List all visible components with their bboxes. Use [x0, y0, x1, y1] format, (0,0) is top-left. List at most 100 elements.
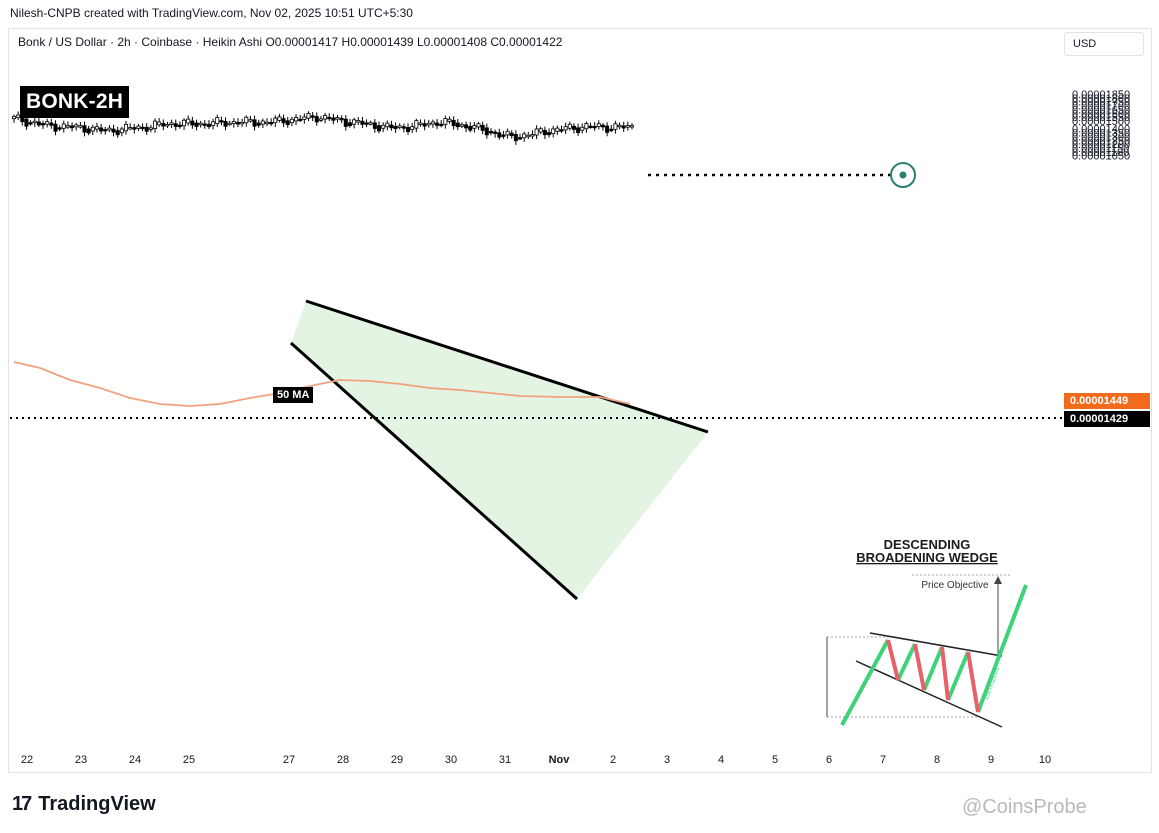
- price-axis-label: 0.00001400: [1072, 124, 1130, 136]
- time-axis-label: 9: [988, 754, 994, 766]
- currency-button[interactable]: USD: [1064, 32, 1144, 56]
- chart-badge: BONK-2H: [20, 86, 130, 118]
- candle-body: [356, 120, 361, 123]
- price-axis-label: 0.00001800: [1072, 93, 1130, 105]
- candle-body: [90, 126, 95, 132]
- candle-body: [78, 125, 83, 128]
- time-axis-label: 29: [391, 754, 403, 766]
- tradingview-mark-icon: 17: [12, 792, 32, 815]
- broadening-wedge-inset: DESCENDING BROADENING WEDGE Price Object…: [824, 527, 1056, 737]
- candle-body: [16, 114, 21, 118]
- candle-body: [331, 117, 336, 121]
- candle-body: [439, 123, 444, 127]
- candle-body: [107, 127, 112, 131]
- candle-body: [389, 124, 394, 129]
- candle-body: [281, 118, 286, 124]
- candle-body: [235, 122, 240, 125]
- candle-body: [252, 119, 257, 127]
- candle-body: [621, 125, 626, 129]
- inset-green-legs: [840, 639, 890, 726]
- inset-title-line2: BROADENING WEDGE: [856, 550, 998, 565]
- candle-body: [360, 120, 365, 125]
- candle-body: [505, 130, 510, 136]
- candle-body: [28, 122, 33, 125]
- wedge-upper-trendline: [305, 299, 709, 434]
- candle-body: [526, 134, 531, 138]
- heikin-ashi-candles: [11, 111, 635, 145]
- time-axis-label: 23: [75, 754, 87, 766]
- candle-body: [335, 117, 340, 120]
- last-price-tag: 0.00001429: [1064, 411, 1150, 427]
- candle-body: [206, 123, 211, 128]
- candle-body: [393, 125, 398, 130]
- candle-body: [265, 121, 270, 125]
- candle-body: [576, 127, 581, 133]
- candle-body: [240, 121, 245, 125]
- inset-zigzag-3: [946, 651, 970, 701]
- candle-body: [542, 129, 547, 136]
- candle-body: [173, 123, 178, 127]
- candle-body: [509, 132, 514, 137]
- tradingview-logo[interactable]: 17 TradingView: [12, 790, 156, 818]
- candle-body: [451, 119, 456, 127]
- price-axis-label: 0.00001650: [1072, 104, 1130, 116]
- candle-body: [215, 117, 220, 125]
- symbol-description: Bonk / US Dollar · 2h · Coinbase · Heiki…: [18, 35, 263, 49]
- candle-body: [227, 122, 232, 126]
- candle-body: [368, 122, 373, 125]
- candle-body: [410, 126, 415, 130]
- inset-red-leg-4: [966, 651, 980, 713]
- candle-body: [153, 120, 158, 129]
- inset-background: [824, 527, 1056, 737]
- candle-body: [426, 122, 431, 126]
- candle-body: [401, 126, 406, 129]
- candle-body: [306, 112, 311, 119]
- price-axis-label: 0.00001750: [1072, 97, 1130, 109]
- candle-body: [600, 124, 605, 128]
- candle-body: [123, 123, 128, 132]
- candle-body: [186, 118, 191, 124]
- candle-body: [625, 125, 630, 128]
- candle-body: [430, 121, 435, 125]
- candle-body: [289, 118, 294, 124]
- target-dot-icon: [899, 171, 907, 179]
- candle-body: [323, 115, 328, 120]
- price-axis-label: 0.00001500: [1072, 116, 1130, 128]
- candle-body: [128, 127, 133, 130]
- candle-body: [65, 125, 70, 128]
- candle-body: [555, 127, 560, 132]
- candle-body: [464, 124, 469, 129]
- inset-price-objective: Price Objective: [921, 580, 989, 591]
- wedge-lower-trendline: [289, 341, 579, 601]
- candle-body: [70, 125, 75, 129]
- candle-body: [352, 119, 357, 125]
- candle-body: [480, 124, 485, 131]
- candle-body: [518, 137, 523, 140]
- candle-body: [256, 122, 261, 126]
- candle-body: [273, 117, 278, 124]
- symbol-legend: Bonk / US Dollar · 2h · Coinbase · Heiki…: [18, 35, 562, 49]
- time-axis-label: 30: [445, 754, 457, 766]
- candle-body: [111, 128, 116, 133]
- candle-body: [119, 128, 124, 134]
- candle-body: [551, 128, 556, 135]
- price-axis-label: 0.00001100: [1072, 147, 1129, 159]
- candle-body: [244, 116, 249, 124]
- candle-body: [260, 120, 265, 125]
- candle-body: [339, 117, 344, 121]
- ohlc-high: H0.00001439: [341, 35, 414, 49]
- candle-body: [82, 125, 87, 133]
- candle-body: [182, 119, 187, 127]
- candle-body: [57, 127, 62, 130]
- candle-body: [596, 123, 601, 127]
- candle-body: [223, 120, 228, 127]
- candle-body: [567, 123, 572, 129]
- tradingview-wordmark: TradingView: [38, 792, 156, 815]
- candle-body: [49, 122, 54, 126]
- candle-body: [36, 121, 41, 126]
- candle-body: [61, 123, 66, 129]
- candle-body: [488, 130, 493, 134]
- time-axis-label: 10: [1039, 754, 1051, 766]
- candle-body: [136, 125, 141, 129]
